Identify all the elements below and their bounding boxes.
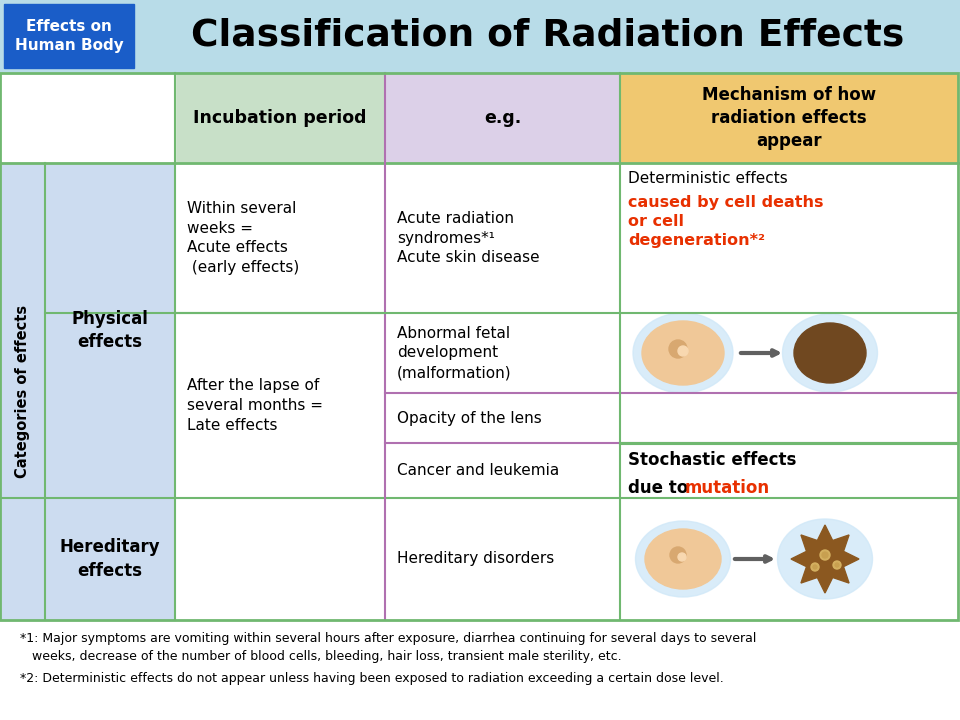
Ellipse shape — [633, 313, 733, 393]
Bar — [385, 73, 620, 163]
Bar — [0, 163, 175, 620]
Text: Mechanism of how
radiation effects
appear: Mechanism of how radiation effects appea… — [702, 86, 876, 150]
Text: Deterministic effects: Deterministic effects — [628, 171, 788, 186]
Text: Within several
weeks =
Acute effects
 (early effects): Within several weeks = Acute effects (ea… — [187, 201, 300, 275]
Text: Hereditary
effects: Hereditary effects — [60, 539, 160, 580]
Circle shape — [835, 563, 839, 567]
Ellipse shape — [642, 321, 724, 385]
Text: Categories of effects: Categories of effects — [15, 305, 30, 478]
Circle shape — [811, 563, 819, 571]
Text: Stochastic effects: Stochastic effects — [628, 451, 797, 469]
Ellipse shape — [782, 314, 877, 392]
Polygon shape — [791, 525, 859, 593]
Text: Acute radiation
syndromes*¹
Acute skin disease: Acute radiation syndromes*¹ Acute skin d… — [397, 211, 540, 265]
Text: e.g.: e.g. — [484, 109, 521, 127]
Text: due to: due to — [628, 479, 694, 497]
Bar — [0, 73, 175, 163]
Bar — [620, 73, 958, 163]
Text: mutation: mutation — [685, 479, 770, 497]
Circle shape — [820, 550, 830, 560]
Text: After the lapse of
several months =
Late effects: After the lapse of several months = Late… — [187, 378, 323, 433]
Text: Cancer and leukemia: Cancer and leukemia — [397, 463, 560, 478]
Text: Physical
effects: Physical effects — [72, 310, 149, 351]
Text: Classification of Radiation Effects: Classification of Radiation Effects — [191, 18, 904, 54]
Bar — [175, 163, 958, 620]
Text: caused by cell deaths
or cell
degeneration*²: caused by cell deaths or cell degenerati… — [628, 195, 824, 248]
Text: *1: Major symptoms are vomiting within several hours after exposure, diarrhea co: *1: Major symptoms are vomiting within s… — [20, 632, 756, 663]
Circle shape — [678, 553, 686, 561]
Text: Hereditary disorders: Hereditary disorders — [397, 552, 554, 567]
Bar — [0, 0, 960, 72]
Bar — [0, 73, 958, 620]
Text: Effects on
Human Body: Effects on Human Body — [14, 19, 124, 53]
Circle shape — [833, 561, 841, 569]
Ellipse shape — [794, 323, 866, 383]
Circle shape — [813, 565, 817, 569]
Text: Opacity of the lens: Opacity of the lens — [397, 410, 541, 426]
Circle shape — [678, 346, 688, 356]
Ellipse shape — [636, 521, 731, 597]
Text: Incubation period: Incubation period — [193, 109, 367, 127]
Circle shape — [670, 547, 686, 563]
Circle shape — [822, 552, 828, 558]
Ellipse shape — [778, 519, 873, 599]
Text: *2: Deterministic effects do not appear unless having been exposed to radiation : *2: Deterministic effects do not appear … — [20, 672, 724, 685]
Ellipse shape — [645, 529, 721, 589]
Text: Abnormal fetal
development
(malformation): Abnormal fetal development (malformation… — [397, 325, 512, 380]
Bar — [4, 4, 134, 68]
Bar — [175, 73, 385, 163]
Circle shape — [669, 340, 687, 358]
